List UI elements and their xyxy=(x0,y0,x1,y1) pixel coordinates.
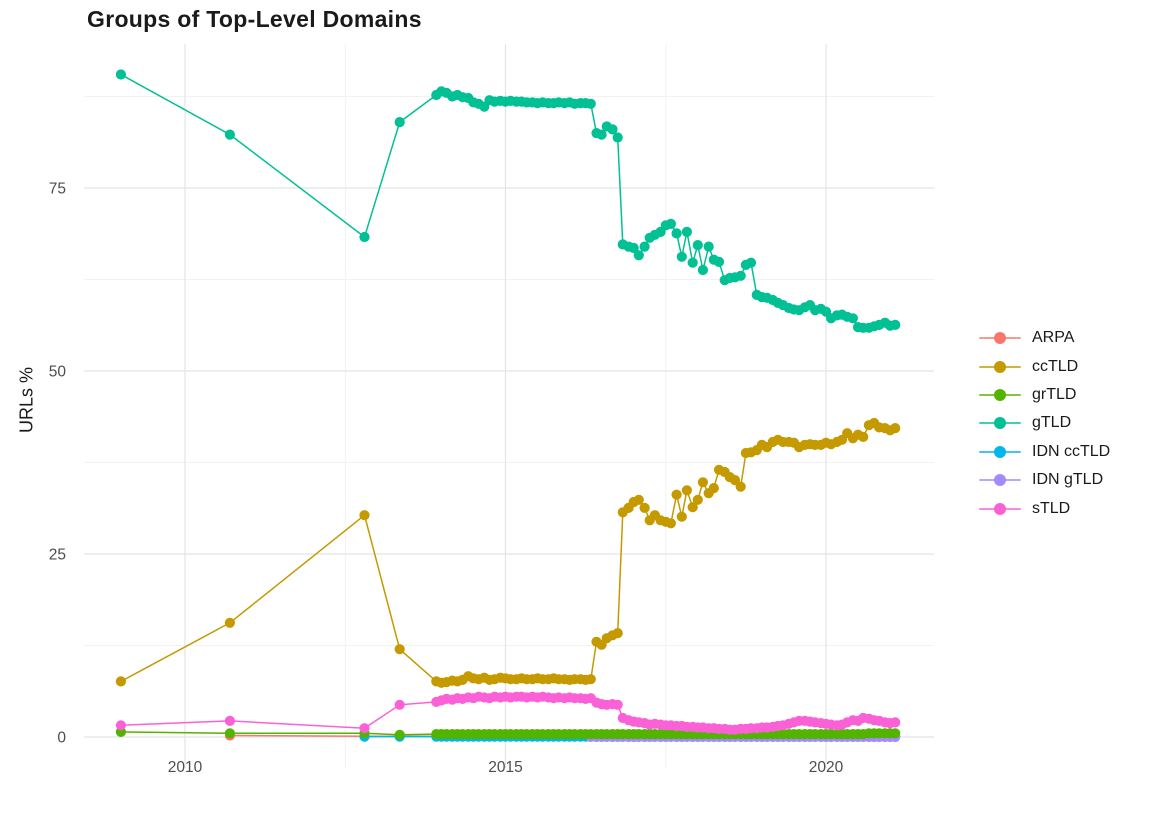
series-line-gTLD xyxy=(120,73,896,329)
data-point-gTLD xyxy=(745,257,757,268)
data-point-gTLD xyxy=(665,218,677,229)
data-point-gTLD xyxy=(847,313,859,324)
data-point-sTLD xyxy=(612,699,623,710)
y-tick-label: 0 xyxy=(57,730,66,747)
data-point-sTLD xyxy=(115,720,126,731)
legend-point-line-icon xyxy=(979,442,1021,462)
data-point-ccTLD xyxy=(394,644,405,655)
data-point-gTLD xyxy=(359,231,370,243)
data-point-gTLD xyxy=(224,129,235,140)
legend-item-cctld: ccTLD xyxy=(979,352,1110,380)
legend-label: gTLD xyxy=(1032,414,1072,432)
data-point-gTLD xyxy=(612,132,623,143)
data-point-gTLD xyxy=(115,69,126,80)
legend-label: ccTLD xyxy=(1032,357,1079,375)
legend-item-stld: sTLD xyxy=(979,494,1110,522)
data-point-gTLD xyxy=(890,319,901,330)
data-point-gTLD xyxy=(713,256,725,267)
data-point-sTLD xyxy=(394,699,405,710)
data-point-ccTLD xyxy=(681,485,693,496)
data-point-ccTLD xyxy=(639,502,650,513)
chart-legend: ARPA ccTLD grTLD gTLD IDN ccTLD IDN gTLD… xyxy=(979,324,1110,523)
data-point-gTLD xyxy=(639,241,650,252)
legend-point-line-icon xyxy=(979,413,1021,433)
data-point-ccTLD xyxy=(359,510,370,521)
legend-item-arpa: ARPA xyxy=(979,324,1110,352)
data-point-ccTLD xyxy=(890,423,901,434)
data-point-ccTLD xyxy=(687,502,698,513)
series-line-ccTLD xyxy=(120,422,896,684)
legend-point-line-icon xyxy=(979,357,1021,377)
data-point-sTLD xyxy=(890,717,901,728)
legend-label: ARPA xyxy=(1032,329,1075,347)
data-point-gTLD xyxy=(681,226,693,237)
data-point-gTLD xyxy=(394,117,405,128)
legend-label: sTLD xyxy=(1032,499,1071,517)
data-point-ccTLD xyxy=(692,494,703,505)
data-point-gTLD xyxy=(735,270,746,281)
y-tick-label: 50 xyxy=(49,364,67,381)
data-point-gTLD xyxy=(703,241,714,252)
legend-item-idn-cctld: IDN ccTLD xyxy=(979,438,1110,466)
legend-point-line-icon xyxy=(979,328,1021,348)
x-tick-label: 2015 xyxy=(488,759,522,776)
data-point-gTLD xyxy=(607,124,618,135)
data-point-gTLD xyxy=(671,228,682,239)
data-point-gTLD xyxy=(697,264,709,276)
data-point-gTLD xyxy=(676,251,687,262)
data-point-ccTLD xyxy=(676,511,687,522)
y-tick-label: 25 xyxy=(49,547,66,564)
data-point-ccTLD xyxy=(735,481,746,492)
data-point-grTLD xyxy=(394,729,405,740)
legend-point-line-icon xyxy=(979,499,1021,519)
data-point-ccTLD xyxy=(115,676,126,687)
data-point-ccTLD xyxy=(585,674,596,685)
legend-point-line-icon xyxy=(979,385,1021,405)
data-point-gTLD xyxy=(596,129,607,140)
data-point-sTLD xyxy=(359,723,370,734)
data-point-sTLD xyxy=(224,715,235,727)
data-point-ccTLD xyxy=(858,431,869,442)
legend-label: IDN gTLD xyxy=(1032,471,1104,489)
data-point-ccTLD xyxy=(671,489,682,500)
legend-item-grtld: grTLD xyxy=(979,381,1110,409)
data-point-grTLD xyxy=(890,728,901,739)
y-tick-label: 75 xyxy=(49,181,66,198)
legend-item-idn-gtld: IDN gTLD xyxy=(979,466,1110,494)
data-point-ccTLD xyxy=(633,494,644,505)
data-point-gTLD xyxy=(687,257,698,268)
chart-title: Groups of Top-Level Domains xyxy=(87,6,422,32)
legend-point-line-icon xyxy=(979,470,1021,490)
data-point-grTLD xyxy=(224,728,235,739)
data-point-gTLD xyxy=(692,240,703,251)
x-tick-label: 2010 xyxy=(168,759,203,776)
x-tick-label: 2020 xyxy=(809,759,844,776)
data-point-ccTLD xyxy=(665,518,677,529)
legend-label: IDN ccTLD xyxy=(1032,442,1111,460)
data-point-ccTLD xyxy=(224,617,235,628)
data-point-gTLD xyxy=(585,98,596,109)
data-point-ccTLD xyxy=(708,483,719,494)
legend-item-gtld: gTLD xyxy=(979,409,1110,437)
data-point-ccTLD xyxy=(612,628,623,639)
data-point-ccTLD xyxy=(697,477,709,488)
data-point-gTLD xyxy=(633,250,644,261)
data-point-gTLD xyxy=(628,242,639,254)
data-point-ccTLD xyxy=(729,475,741,486)
legend-label: grTLD xyxy=(1032,385,1077,403)
